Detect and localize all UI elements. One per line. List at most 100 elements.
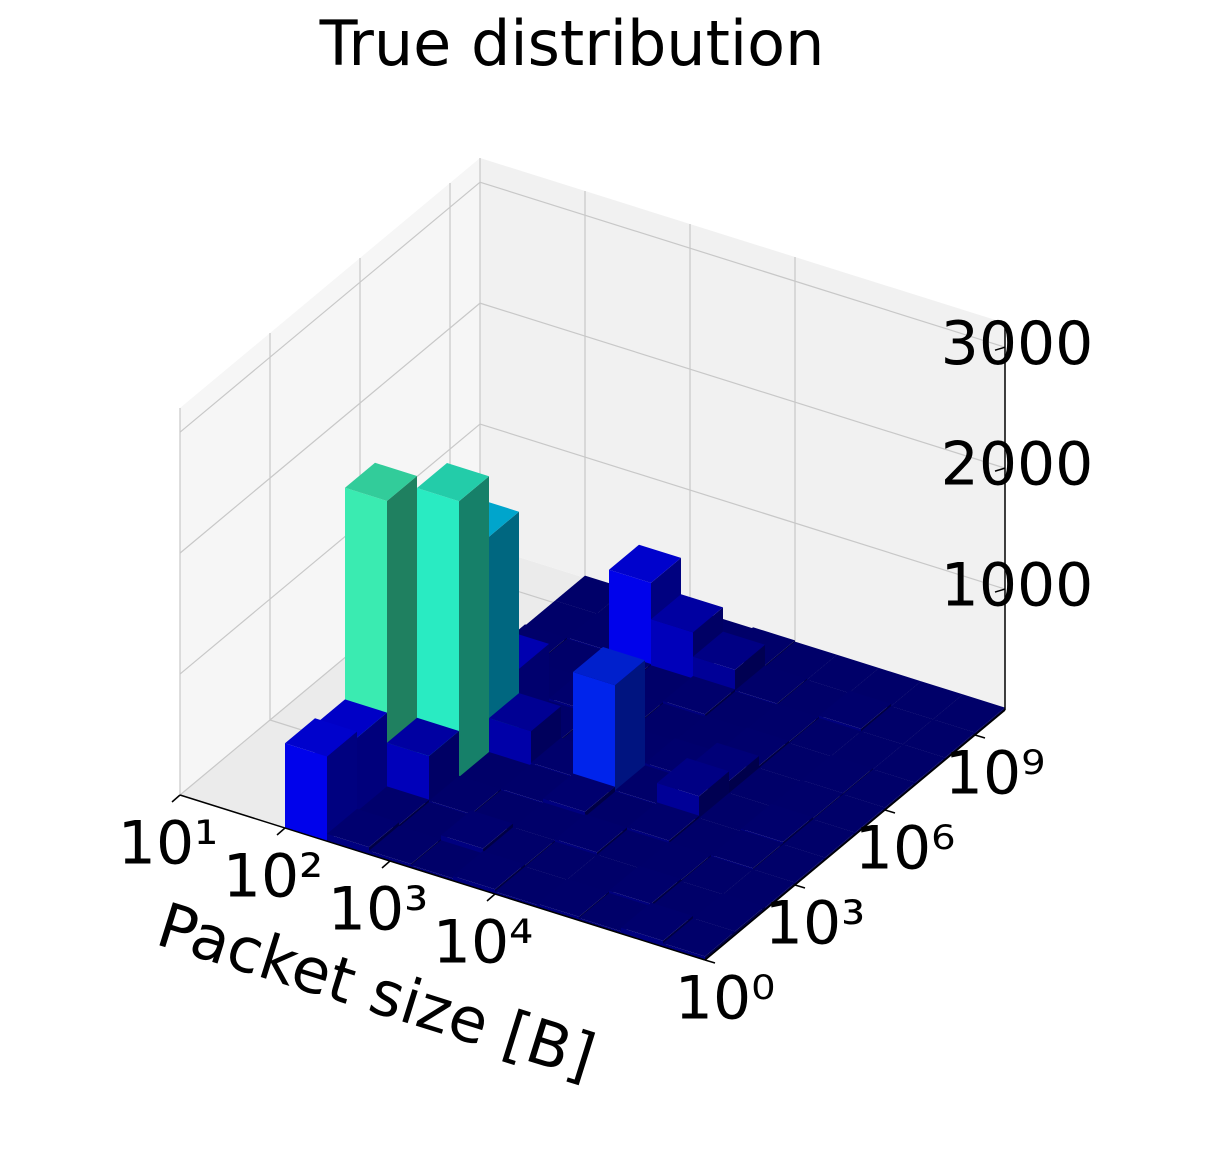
z-grid-line <box>479 181 1006 348</box>
bar-top-face <box>543 773 615 812</box>
bar-top-face <box>789 718 861 757</box>
bar-top-face <box>699 793 771 832</box>
bar-front-face <box>663 943 705 960</box>
bar-top-face <box>489 693 561 732</box>
bar-front-face <box>285 743 327 842</box>
bar-top-face <box>453 851 525 890</box>
y-tick <box>974 734 986 739</box>
bar-top-face <box>495 866 567 905</box>
x-tick-label: 10² <box>223 842 323 912</box>
bar-front-face <box>621 927 663 947</box>
bar-top-face <box>843 769 915 808</box>
bar-top-face <box>369 825 441 864</box>
bar-top-face <box>819 690 891 729</box>
bar-top-face <box>705 691 777 730</box>
x-tick <box>381 860 391 869</box>
bar-top-face <box>633 703 705 742</box>
bar-top-face <box>765 641 837 680</box>
bar-top-face <box>813 794 885 833</box>
chart-title: True distribution <box>319 7 825 80</box>
bar-top-face <box>753 844 825 883</box>
bar-front-face <box>387 742 429 805</box>
bar-side-face <box>735 644 765 694</box>
z-tick-label: 1000 <box>941 551 1094 621</box>
y-tick <box>884 809 896 814</box>
z-grid-line <box>479 302 1006 469</box>
bar-front-face <box>573 672 615 794</box>
bar-top-face <box>567 854 639 893</box>
bar-top-face <box>891 681 963 720</box>
bar-top-face <box>831 731 903 770</box>
bar-front-face <box>609 569 651 668</box>
bar-side-face <box>729 755 759 796</box>
z-grid-line <box>179 181 481 433</box>
bar-top-face <box>459 752 531 791</box>
bar-top-face <box>501 764 573 803</box>
x-tick-label: 10³ <box>328 875 428 945</box>
bar-top-face <box>513 802 585 841</box>
bar-top-face <box>801 755 873 794</box>
x-tick-label: 10⁴ <box>433 908 533 978</box>
bar-top-face <box>735 665 807 704</box>
bar-top-face <box>771 780 843 819</box>
y-tick-label: 10³ <box>765 889 865 959</box>
bar-top-face <box>723 869 795 908</box>
bar-top-face <box>873 744 945 783</box>
bar-side-face <box>387 476 417 792</box>
bar <box>417 463 489 780</box>
bar-front-face <box>693 656 735 694</box>
bar-top-face <box>621 902 693 941</box>
bar-side-face <box>615 660 645 794</box>
bar-side-face <box>489 511 519 755</box>
bar <box>657 758 729 821</box>
bar-top-face <box>573 647 645 686</box>
bar <box>489 693 561 768</box>
bar-top-face <box>483 827 555 866</box>
bar-side-face <box>699 771 729 821</box>
bar-top-face <box>807 654 879 693</box>
bar-front-face <box>453 876 495 894</box>
y-tick-label: 10⁶ <box>855 814 955 884</box>
bar-top-face <box>597 829 669 868</box>
bar-side-face <box>327 731 357 842</box>
bar-top-face <box>777 679 849 718</box>
y-axis-line <box>704 709 1006 961</box>
bar-top-face <box>747 703 819 742</box>
z-tick <box>994 346 1006 351</box>
bar-top-face <box>933 694 1005 733</box>
bar-top-face <box>387 717 459 756</box>
z-tick <box>994 467 1006 472</box>
bar-top-face <box>537 638 609 677</box>
z-grid-line <box>479 423 1006 590</box>
bar-top-face <box>417 463 489 502</box>
bar-top-face <box>411 840 483 879</box>
bar-top-face <box>525 841 597 880</box>
bar-top-face <box>729 768 801 807</box>
z-tick-label: 2000 <box>941 430 1094 500</box>
x-tick-label: 10¹ <box>118 809 218 879</box>
bar-top-face <box>645 738 717 777</box>
z-tick-label: 3000 <box>941 309 1094 379</box>
left-pane <box>180 158 480 795</box>
y-tick-label: 10⁰ <box>675 964 775 1034</box>
y-tick <box>704 959 716 964</box>
z-tick <box>994 588 1006 593</box>
bar-top-face <box>639 841 711 880</box>
bar-top-face <box>627 802 699 841</box>
bar-front-face <box>537 903 579 921</box>
bar-side-face <box>531 706 561 768</box>
y-tick <box>794 884 806 889</box>
bar <box>573 647 645 794</box>
bar-top-face <box>693 631 765 670</box>
bar-side-face <box>459 476 489 780</box>
bars <box>285 462 1005 960</box>
bar-top-face <box>669 818 741 857</box>
bar-top-face <box>609 865 681 904</box>
bar-top-face <box>441 810 513 849</box>
bar-top-face <box>651 594 723 633</box>
bar-top-face <box>537 878 609 917</box>
bar-top-face <box>861 706 933 745</box>
bar-top-face <box>663 918 735 957</box>
